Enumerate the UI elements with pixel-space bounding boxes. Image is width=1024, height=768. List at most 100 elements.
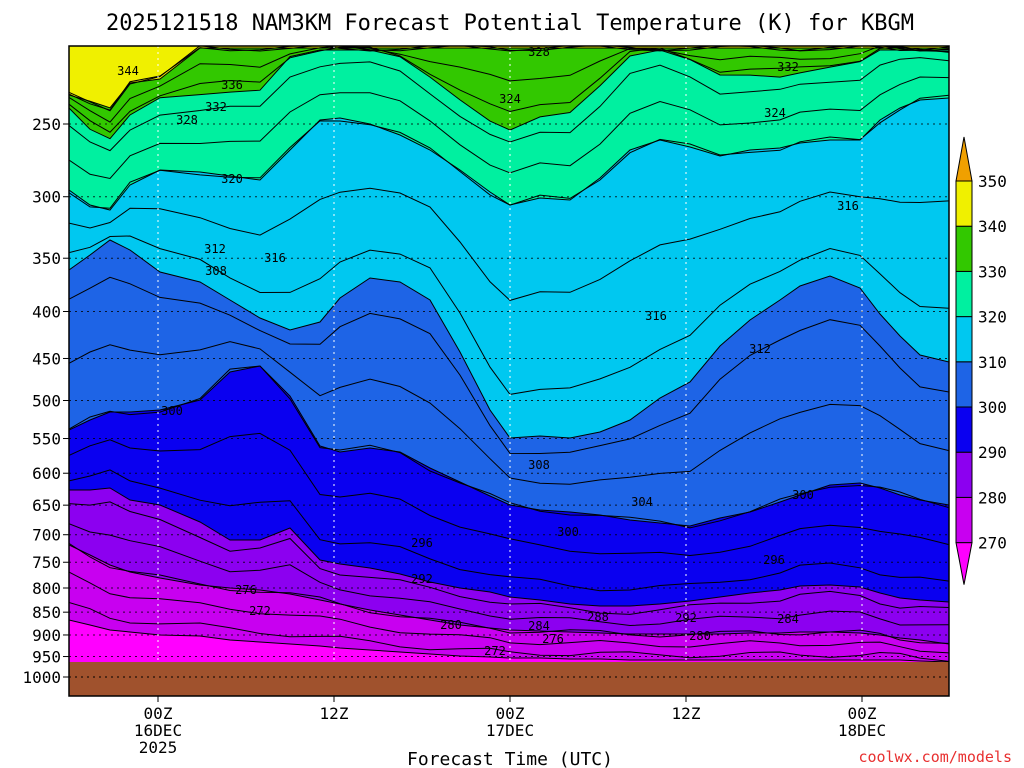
colorbar-label: 310 <box>978 353 1007 372</box>
contour-line-308 <box>69 276 949 455</box>
contour-line-main-320 <box>69 97 949 211</box>
contour-label: 312 <box>749 342 771 356</box>
contour-line-336 <box>69 46 949 123</box>
contour-line-main-290 <box>69 487 949 607</box>
contour-label: 328 <box>528 45 550 59</box>
y-tick-label: 800 <box>32 579 61 598</box>
contour-label: 332 <box>205 100 227 114</box>
contour-label: 296 <box>763 553 785 567</box>
colorbar-label: 270 <box>978 534 1007 553</box>
plot-frame <box>68 45 950 697</box>
contour-label: 316 <box>264 251 286 265</box>
contour-labels: 344 336 332 328 328 324 332 324 320 316 312 316 308 3… <box>117 45 859 658</box>
contour-label: 332 <box>777 60 799 74</box>
grid-lines <box>69 46 949 662</box>
y-tick-label: 850 <box>32 603 61 622</box>
chart-title: 2025121518 NAM3KM Forecast Potential Tem… <box>106 11 914 36</box>
contour-label: 344 <box>117 64 139 78</box>
contour-line-292 <box>69 469 949 592</box>
x-axis-label: Forecast Time (UTC) <box>407 749 613 768</box>
contour-label: 324 <box>499 92 521 106</box>
contour-line-332 <box>69 46 949 133</box>
contour-label: 316 <box>837 199 859 213</box>
colorbar-label: 280 <box>978 488 1007 507</box>
x-tick-label: 12Z <box>672 704 701 723</box>
colorbar-segment <box>955 316 973 363</box>
contour-line-main-300 <box>69 365 949 527</box>
x-tick-label: 18DEC <box>838 721 886 740</box>
contour-label: 292 <box>411 572 433 586</box>
contour-label: 328 <box>176 113 198 127</box>
theta-bands <box>69 46 949 662</box>
contour-label: 276 <box>235 583 257 597</box>
contour-label: 336 <box>221 78 243 92</box>
theta-band-280 <box>69 545 949 662</box>
colorbar-min-arrow <box>955 542 973 585</box>
y-tick-label: 450 <box>32 349 61 368</box>
contour-line-276 <box>69 571 949 654</box>
terrain-fill <box>69 662 949 696</box>
x-tick-label: 00Z <box>848 704 877 723</box>
colorbar-segment <box>955 361 973 408</box>
plot-area: 344 336 332 328 328 324 332 324 320 316 312 316 308 3… <box>69 45 949 696</box>
y-tick-label: 500 <box>32 392 61 411</box>
y-tick-label: 950 <box>32 648 61 667</box>
contour-label: 272 <box>484 644 506 658</box>
contour-label: 324 <box>764 106 786 120</box>
y-tick-label: 700 <box>32 526 61 545</box>
y-tick-label: 650 <box>32 496 61 515</box>
x-tick-label: 17DEC <box>486 721 534 740</box>
x-tick-label: 12Z <box>320 704 349 723</box>
contour-label: 276 <box>542 632 564 646</box>
colorbar-segment <box>955 270 973 318</box>
contour-label: 292 <box>675 611 697 625</box>
contour-line-316 <box>69 187 949 301</box>
contour-label: 300 <box>792 488 814 502</box>
colorbar-segment <box>955 406 973 453</box>
x-tick-label: 16DEC <box>134 721 182 740</box>
contour-label: 300 <box>557 525 579 539</box>
x-tick-label: 00Z <box>496 704 525 723</box>
contour-label: 284 <box>528 619 550 633</box>
contour-label: 320 <box>221 172 243 186</box>
colorbar-segment <box>955 225 973 272</box>
y-tick-label: 750 <box>32 553 61 572</box>
x-tick-label: 2025 <box>139 738 178 757</box>
y-tick-label: 350 <box>32 249 61 268</box>
y-tick-label: 250 <box>32 115 61 134</box>
y-tick-label: 300 <box>32 188 61 207</box>
x-tick-label: 00Z <box>144 704 173 723</box>
contour-label: 280 <box>689 629 711 643</box>
colorbar-segment <box>955 451 973 498</box>
colorbar-label: 300 <box>978 398 1007 417</box>
contour-label: 280 <box>440 618 462 632</box>
contour-label: 300 <box>161 404 183 418</box>
y-tick-label: 900 <box>32 626 61 645</box>
colorbar-max-arrow <box>955 136 973 182</box>
colorbar-label: 340 <box>978 217 1007 236</box>
contour-label: 304 <box>631 495 653 509</box>
contour-label: 284 <box>777 612 799 626</box>
y-tick-label: 550 <box>32 430 61 449</box>
contour-line-340 <box>69 46 949 112</box>
colorbar-label: 290 <box>978 443 1007 462</box>
contour-label: 308 <box>528 458 550 472</box>
y-tick-label: 400 <box>32 302 61 321</box>
credit-text: coolwx.com/models <box>858 748 1012 766</box>
theta-band-270 <box>69 620 949 662</box>
contour-label: 308 <box>205 264 227 278</box>
y-tick-label: 600 <box>32 464 61 483</box>
colorbar-segment <box>955 180 973 227</box>
contour-label: 288 <box>587 610 609 624</box>
colorbar-segment <box>955 496 973 544</box>
colorbar-label: 320 <box>978 308 1007 327</box>
contour-label: 296 <box>411 536 433 550</box>
colorbar-label: 350 <box>978 172 1007 191</box>
contour-label: 312 <box>204 242 226 256</box>
y-tick-label: 1000 <box>22 668 61 687</box>
contour-label: 272 <box>249 604 271 618</box>
colorbar-label: 330 <box>978 262 1007 281</box>
contour-label: 316 <box>645 309 667 323</box>
